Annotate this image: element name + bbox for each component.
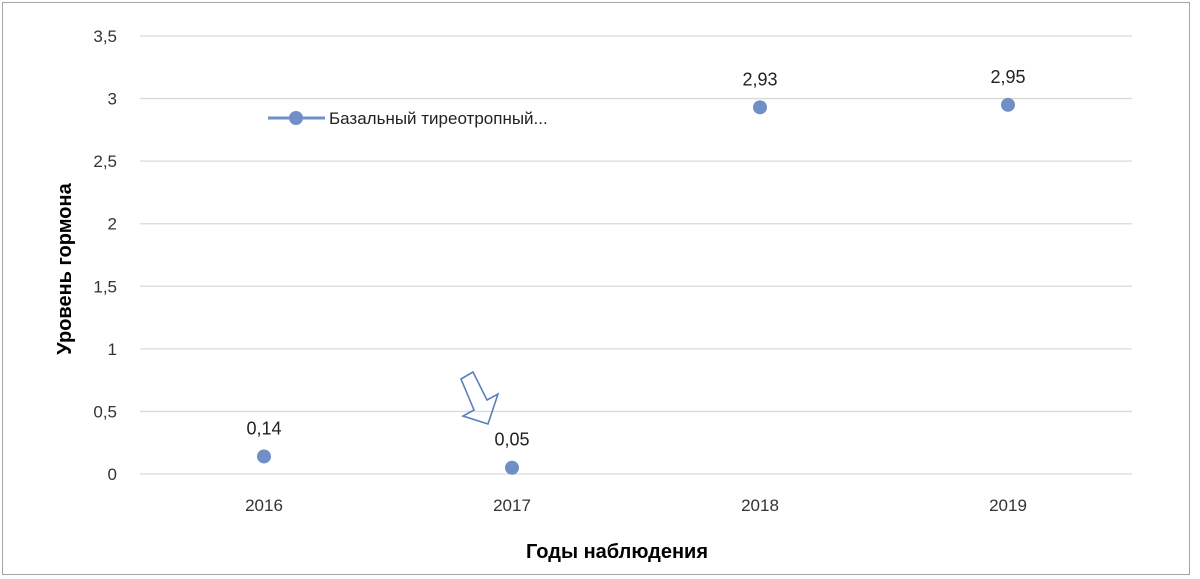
data-label: 0,05 bbox=[494, 430, 529, 450]
legend-marker bbox=[289, 111, 303, 125]
x-tick-label: 2017 bbox=[493, 496, 531, 515]
data-point bbox=[1001, 97, 1015, 112]
x-tick-label: 2019 bbox=[989, 496, 1027, 515]
y-tick-label: 3 bbox=[108, 90, 117, 109]
y-tick-label: 2,5 bbox=[93, 152, 117, 171]
x-axis-title: Годы наблюдения bbox=[526, 541, 708, 563]
down-arrow-annotation bbox=[459, 370, 500, 426]
y-tick-label: 1,5 bbox=[93, 277, 117, 296]
chart-frame: 0 0,5 1 1,5 2 2,5 3 3,5 2016 2017 2018 2019 0,14 0,… bbox=[2, 2, 1190, 575]
data-point bbox=[505, 460, 519, 475]
data-label: 2,95 bbox=[990, 67, 1025, 87]
data-points bbox=[257, 97, 1015, 475]
legend-label: Базальный тиреотропный... bbox=[329, 109, 548, 128]
grid-lines bbox=[140, 35, 1132, 475]
y-tick-label: 3,5 bbox=[93, 27, 117, 46]
x-tick-labels: 2016 2017 2018 2019 bbox=[245, 496, 1027, 515]
data-labels: 0,14 0,05 2,93 2,95 bbox=[246, 67, 1025, 450]
y-tick-label: 1 bbox=[108, 340, 117, 359]
y-tick-labels: 0 0,5 1 1,5 2 2,5 3 3,5 bbox=[93, 27, 117, 484]
legend: Базальный тиреотропный... bbox=[268, 109, 548, 128]
y-tick-label: 0 bbox=[108, 465, 117, 484]
data-label: 2,93 bbox=[742, 69, 777, 89]
data-point bbox=[257, 449, 271, 464]
y-tick-label: 2 bbox=[108, 215, 117, 234]
chart-canvas: 00,511,522,533,5 2016 2017 2018 2019 0,140,… bbox=[54, 27, 1132, 563]
y-axis-title: Уровень гормона bbox=[54, 182, 76, 354]
x-tick-label: 2018 bbox=[741, 496, 779, 515]
x-tick-label: 2016 bbox=[245, 496, 283, 515]
data-point bbox=[753, 100, 767, 115]
data-label: 0,14 bbox=[246, 418, 281, 438]
y-tick-label: 0,5 bbox=[93, 402, 117, 421]
